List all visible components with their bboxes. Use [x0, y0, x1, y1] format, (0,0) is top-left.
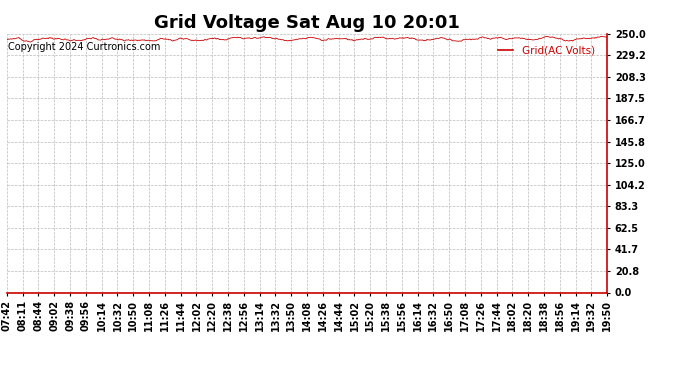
Title: Grid Voltage Sat Aug 10 20:01: Grid Voltage Sat Aug 10 20:01: [154, 14, 460, 32]
Text: Copyright 2024 Curtronics.com: Copyright 2024 Curtronics.com: [8, 42, 161, 51]
Legend: Grid(AC Volts): Grid(AC Volts): [493, 42, 599, 60]
